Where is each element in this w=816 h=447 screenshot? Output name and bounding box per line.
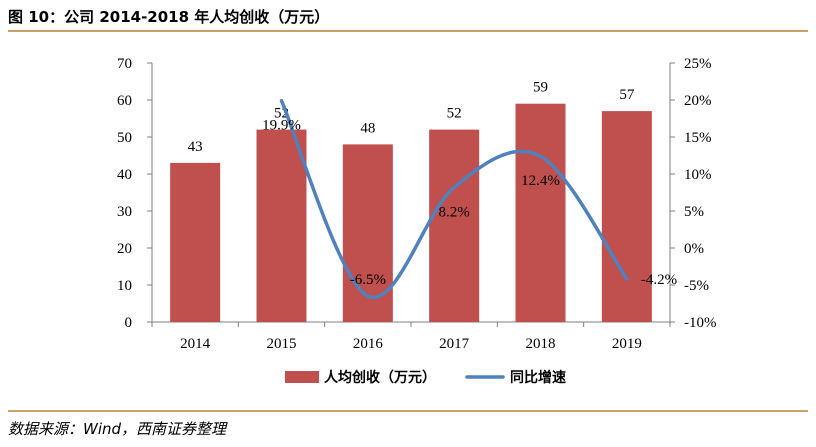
bar-value-label: 59 bbox=[533, 80, 548, 96]
footer-rule bbox=[8, 410, 808, 412]
right-tick-label: 20% bbox=[684, 93, 712, 109]
source-note: 数据来源：Wind，西南证券整理 bbox=[8, 420, 227, 438]
line-value-label: 12.4% bbox=[521, 173, 560, 189]
chart-area: 0 10 20 30 40 50 60 70 -10% -5% 0% 5% 10% 15% 20% 25% 20… bbox=[117, 56, 717, 386]
line-value-label: 8.2% bbox=[439, 204, 470, 220]
bar-value-label: 48 bbox=[360, 120, 375, 136]
x-tick-label: 2017 bbox=[439, 336, 470, 352]
x-tick-label: 2019 bbox=[612, 336, 642, 352]
right-tick-label: -5% bbox=[684, 278, 709, 294]
left-tick-label: 10 bbox=[117, 278, 132, 294]
right-tick-label: 25% bbox=[684, 56, 712, 72]
bar-value-label: 52 bbox=[447, 106, 462, 122]
left-tick-label: 60 bbox=[117, 93, 132, 109]
legend-bar-swatch bbox=[285, 371, 319, 383]
right-tick-label: -10% bbox=[684, 315, 717, 331]
x-tick-label: 2018 bbox=[526, 336, 556, 352]
header-rule bbox=[8, 30, 808, 32]
bar bbox=[170, 162, 221, 322]
left-tick-label: 0 bbox=[125, 315, 133, 331]
line-value-label: -4.2% bbox=[641, 272, 677, 288]
left-tick-label: 70 bbox=[117, 56, 132, 72]
right-tick-label: 0% bbox=[684, 241, 704, 257]
x-tick-label: 2014 bbox=[180, 336, 211, 352]
bar-value-label: 57 bbox=[619, 87, 635, 103]
bar bbox=[256, 129, 307, 322]
bar bbox=[601, 111, 652, 322]
growth-line bbox=[279, 98, 629, 300]
legend-bar-label: 人均创收（万元） bbox=[324, 369, 436, 386]
left-tick-label: 50 bbox=[117, 130, 132, 146]
left-tick-label: 40 bbox=[117, 167, 132, 183]
line-value-label: -6.5% bbox=[350, 272, 386, 288]
bar bbox=[515, 103, 566, 322]
axes: 0 10 20 30 40 50 60 70 -10% -5% 0% 5% 10% 15% 20% 25% 20… bbox=[117, 56, 717, 352]
right-tick-label: 5% bbox=[684, 204, 704, 220]
bar-value-label: 43 bbox=[188, 139, 203, 155]
chart-title: 图 10：公司 2014-2018 年人均创收（万元） bbox=[8, 8, 330, 26]
x-tick-label: 2015 bbox=[267, 336, 297, 352]
right-tick-label: 10% bbox=[684, 167, 712, 183]
line-series: 19.9% -6.5% 8.2% 12.4% -4.2% bbox=[262, 98, 677, 300]
left-tick-label: 30 bbox=[117, 204, 132, 220]
legend-line-label: 同比增速 bbox=[510, 369, 566, 386]
left-tick-label: 20 bbox=[117, 241, 132, 257]
right-tick-label: 15% bbox=[684, 130, 712, 146]
line-value-label: 19.9% bbox=[262, 118, 301, 134]
legend: 人均创收（万元） 同比增速 bbox=[285, 369, 566, 386]
x-tick-label: 2016 bbox=[353, 336, 384, 352]
bar bbox=[429, 129, 480, 322]
